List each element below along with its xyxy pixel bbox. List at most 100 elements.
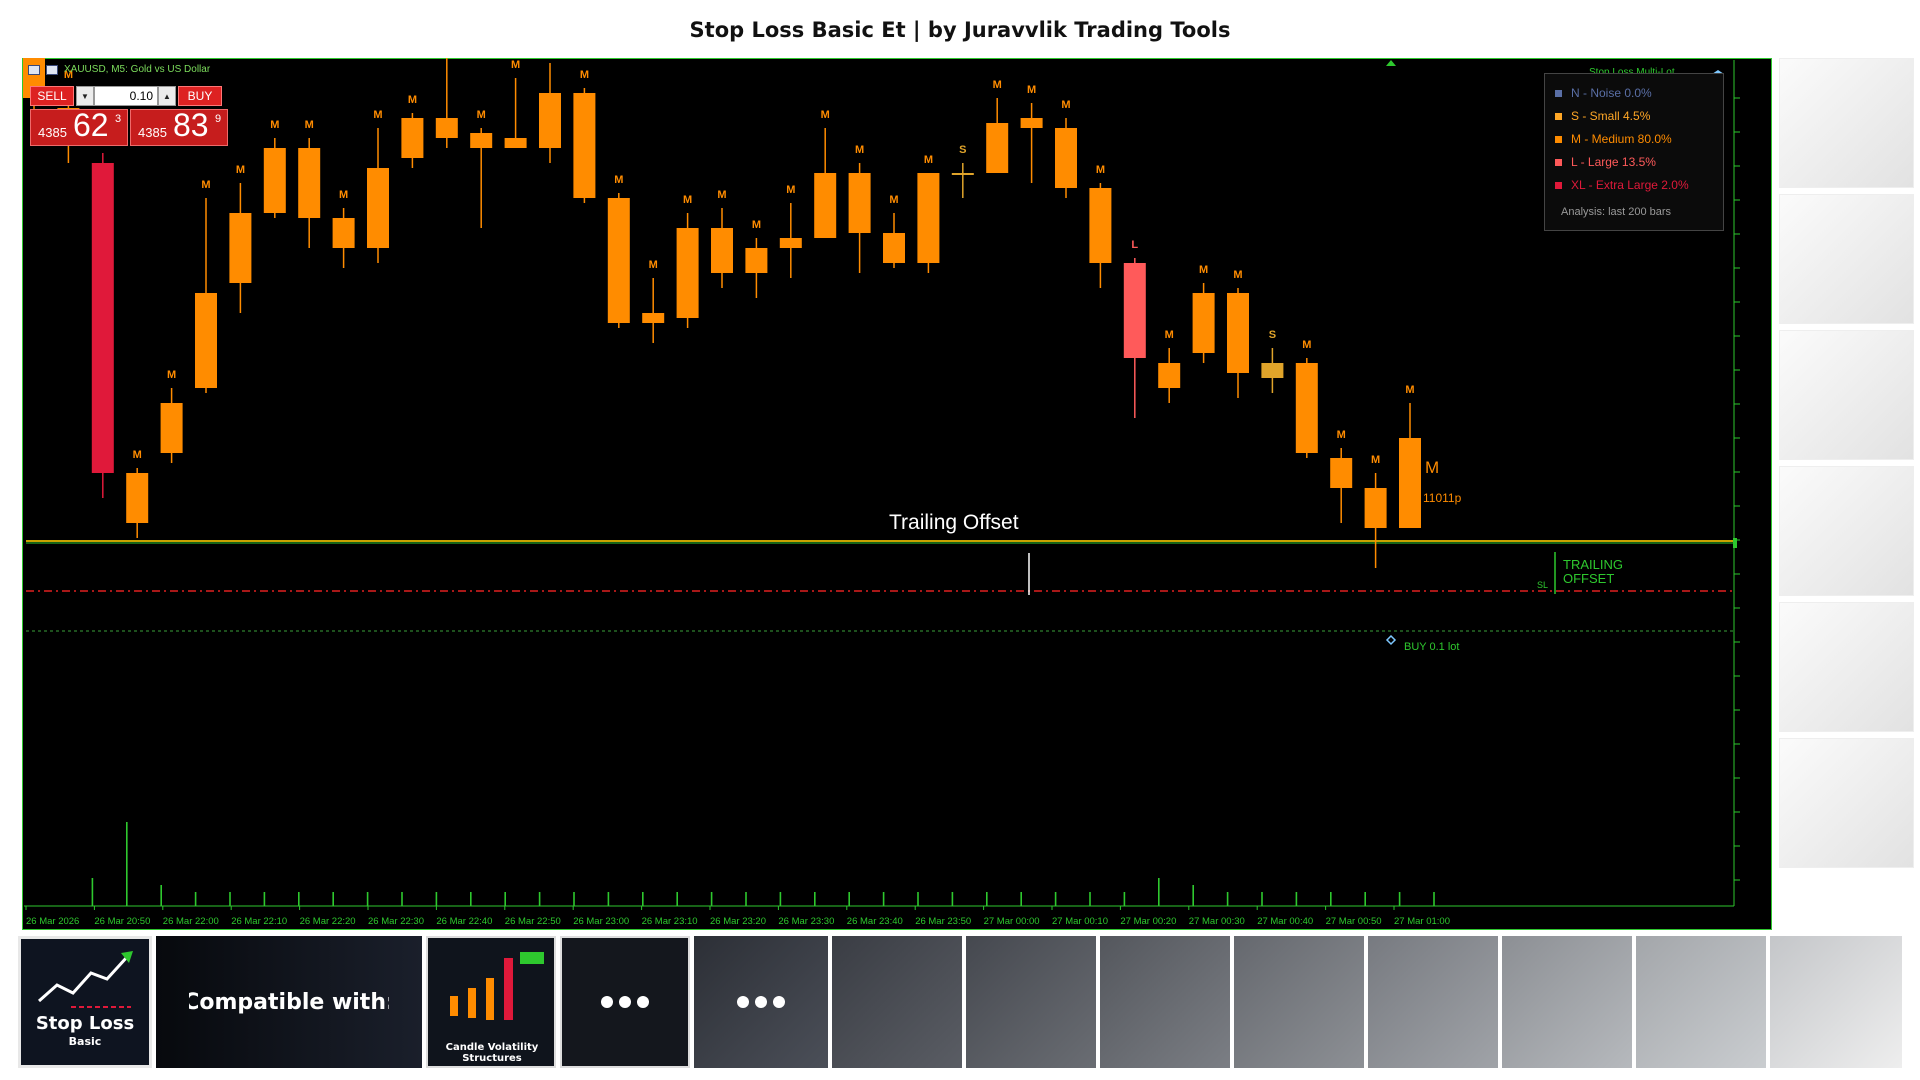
thumbnail-strip: Stop Loss Basic Compatible with: Candle …	[18, 936, 1914, 1068]
candle-body	[401, 118, 424, 158]
sell-price-box[interactable]: 4385 62 3	[30, 107, 128, 146]
svg-text:Structures: Structures	[462, 1053, 522, 1064]
time-axis-label: 26 Mar 23:40	[847, 916, 903, 927]
candle-class-label: M	[1096, 164, 1105, 176]
side-tile[interactable]	[1779, 602, 1914, 732]
thumb-more-2[interactable]	[694, 936, 828, 1068]
time-axis-label: 27 Mar 00:00	[984, 916, 1040, 927]
candle-class-label: M	[717, 189, 726, 201]
legend-medium-swatch	[1555, 135, 1562, 143]
candle-class-label: M	[270, 119, 279, 131]
price-level-marker	[1733, 538, 1737, 548]
thumb-blank[interactable]	[1368, 936, 1498, 1068]
thumb-candle-volatility-structures[interactable]: Candle Volatility Structures	[426, 936, 556, 1068]
side-tile[interactable]	[1779, 738, 1914, 868]
candle-body	[263, 148, 286, 213]
candle-body	[1020, 118, 1043, 128]
legend-small-label: S - Small 4.5%	[1571, 109, 1651, 123]
candle-body	[1123, 263, 1146, 358]
thumb-blank[interactable]	[1100, 936, 1230, 1068]
time-axis-label: 27 Mar 00:40	[1257, 916, 1313, 927]
candle-class-label: M	[1165, 329, 1174, 341]
thumb-blank[interactable]	[1770, 936, 1902, 1068]
buy-order-label: BUY 0.1 lot	[1404, 641, 1459, 653]
price-chart[interactable]: MXLMMMMMMMMMMMMMMMMMMMMMMMMSMMMMLMMMSMMM…	[22, 58, 1772, 930]
thumb-compatible-with[interactable]: Compatible with:	[156, 936, 422, 1068]
thumb-blank[interactable]	[966, 936, 1096, 1068]
time-axis-label: 26 Mar 22:20	[300, 916, 356, 927]
time-axis-label: 26 Mar 23:30	[778, 916, 834, 927]
thumb-stop-loss-basic[interactable]: Stop Loss Basic	[18, 936, 152, 1068]
candle-class-label: M	[1061, 99, 1070, 111]
candle-body	[745, 248, 768, 273]
candle-class-label: M	[924, 154, 933, 166]
side-tile[interactable]	[1779, 194, 1914, 324]
time-axis-label: 26 Mar 20:50	[94, 916, 150, 927]
candle-body	[91, 163, 114, 473]
time-axis-label: 26 Mar 23:10	[642, 916, 698, 927]
symbol-label: XAUUSD, M5: Gold vs US Dollar	[64, 64, 211, 75]
lot-size-input[interactable]	[94, 86, 158, 106]
thumb-blank[interactable]	[1502, 936, 1632, 1068]
thumb-blank[interactable]	[1234, 936, 1364, 1068]
thumb-more-1[interactable]	[560, 936, 690, 1068]
time-axis-label: 26 Mar 23:00	[573, 916, 629, 927]
time-axis-label: 27 Mar 00:20	[1120, 916, 1176, 927]
candle-class-label: M	[201, 179, 210, 191]
candle-class-label: M	[1337, 429, 1346, 441]
candle-body	[607, 198, 630, 323]
candle-body	[1364, 488, 1387, 528]
candle-class-label: M	[649, 259, 658, 271]
candle-body	[986, 123, 1009, 173]
one-click-trade-panel: SELL ▼ ▲ BUY 4385 62 3 4385 83 9	[30, 85, 230, 147]
chart-menu-icon[interactable]	[28, 64, 40, 75]
buy-price-prefix: 4385	[138, 125, 167, 140]
buy-price-main: 83	[173, 107, 209, 143]
buy-price-box[interactable]: 4385 83 9	[130, 107, 228, 146]
candle-body	[1399, 438, 1421, 528]
candle-class-label: M	[821, 109, 830, 121]
current-size-label: 11011p	[1423, 491, 1462, 505]
legend-item-small: S - Small 4.5%	[1555, 109, 1650, 123]
legend-footer: Analysis: last 200 bars	[1561, 206, 1672, 218]
candle-body	[1261, 363, 1284, 378]
more-dots-icon	[601, 996, 649, 1008]
candle-body	[848, 173, 871, 233]
candlestick-chart-svg[interactable]: MXLMMMMMMMMMMMMMMMMMMMMMMMMSMMMMLMMMSMMM…	[22, 58, 1772, 930]
candle-body	[367, 168, 389, 248]
candle-body	[883, 233, 905, 263]
time-axis-label: 27 Mar 00:30	[1189, 916, 1245, 927]
side-tile[interactable]	[1779, 466, 1914, 596]
candle-body	[332, 218, 355, 248]
svg-text:Stop Loss: Stop Loss	[36, 1013, 134, 1034]
candle-class-label: M	[1302, 339, 1311, 351]
candle-body	[676, 228, 699, 318]
candle-body	[126, 473, 149, 523]
candle-class-label: M	[1233, 269, 1242, 281]
candle-class-label: M	[993, 79, 1002, 91]
sell-price-prefix: 4385	[38, 125, 67, 140]
side-tile[interactable]	[1779, 330, 1914, 460]
trailing-offset-right-label: OFFSET	[1563, 571, 1614, 586]
svg-text:Basic: Basic	[69, 1035, 102, 1048]
candle-class-label: M	[133, 449, 142, 461]
legend-medium-label: M - Medium 80.0%	[1571, 132, 1672, 146]
time-axis-label: 26 Mar 22:10	[231, 916, 287, 927]
candle-class-label: M	[236, 164, 245, 176]
current-class-label: M	[1425, 458, 1439, 477]
candle-class-label: M	[511, 59, 520, 71]
side-tile[interactable]	[1779, 58, 1914, 188]
side-gallery	[1779, 58, 1914, 930]
buy-button[interactable]: BUY	[178, 86, 222, 106]
legend-item-xl: XL - Extra Large 2.0%	[1555, 178, 1689, 192]
legend-small-swatch	[1555, 112, 1562, 120]
thumb-blank[interactable]	[832, 936, 962, 1068]
legend-item-large: L - Large 13.5%	[1555, 155, 1656, 169]
thumb-blank[interactable]	[1636, 936, 1766, 1068]
one-click-trading-icon[interactable]	[46, 64, 58, 75]
legend-item-medium: M - Medium 80.0%	[1555, 132, 1672, 146]
lot-decrease-icon[interactable]: ▼	[76, 86, 94, 106]
candle-class-label: M	[752, 219, 761, 231]
lot-increase-icon[interactable]: ▲	[158, 86, 176, 106]
sell-button[interactable]: SELL	[30, 86, 74, 106]
